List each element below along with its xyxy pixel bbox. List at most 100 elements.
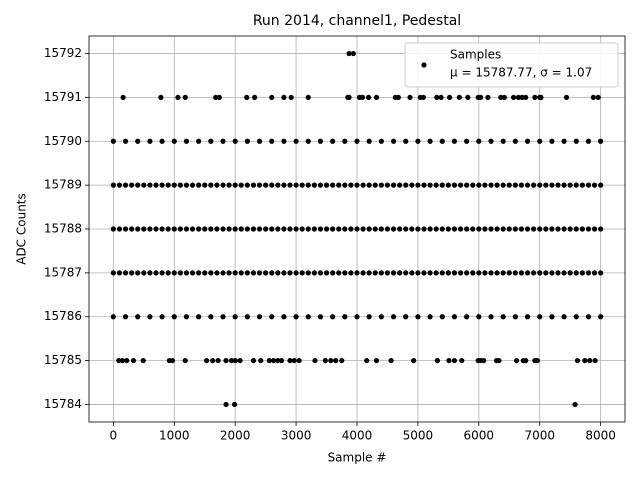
point — [482, 270, 488, 276]
point — [183, 138, 190, 144]
point — [512, 138, 518, 144]
point — [135, 226, 141, 232]
point — [293, 314, 299, 320]
y-axis-label: ADC Counts — [15, 193, 29, 265]
point — [311, 270, 317, 276]
point — [457, 270, 464, 276]
point — [457, 182, 464, 188]
point — [360, 270, 366, 276]
point — [427, 182, 433, 188]
point — [120, 94, 126, 101]
point — [537, 314, 543, 320]
point — [147, 138, 153, 144]
point — [275, 270, 281, 276]
point — [196, 138, 202, 144]
point — [122, 182, 129, 188]
point — [494, 270, 500, 276]
y-tick-label: 15785 — [44, 353, 82, 367]
point — [537, 138, 543, 144]
point — [573, 226, 579, 232]
point — [360, 182, 366, 188]
point — [378, 182, 384, 188]
point — [373, 94, 380, 101]
point — [220, 182, 226, 188]
point — [561, 314, 567, 320]
point — [476, 182, 482, 188]
point — [364, 357, 370, 364]
point — [342, 226, 348, 232]
point — [238, 270, 244, 276]
point — [202, 270, 208, 276]
point — [456, 94, 462, 101]
point — [110, 226, 116, 232]
x-tick-label: 1000 — [159, 429, 190, 443]
point — [451, 138, 458, 144]
point — [299, 226, 305, 232]
point — [231, 401, 238, 408]
point — [263, 270, 269, 276]
point — [476, 270, 482, 276]
point — [427, 138, 433, 144]
point — [427, 270, 433, 276]
point — [524, 226, 531, 232]
point — [116, 270, 123, 276]
point — [116, 226, 123, 232]
point — [591, 226, 598, 232]
point — [305, 314, 311, 320]
point — [135, 138, 141, 144]
point — [531, 182, 537, 188]
point — [488, 226, 494, 232]
point — [598, 138, 604, 144]
point — [372, 182, 378, 188]
point — [403, 182, 409, 188]
point — [342, 270, 348, 276]
point — [384, 182, 391, 188]
point — [291, 357, 297, 364]
point — [305, 226, 311, 232]
point — [465, 94, 471, 101]
point — [159, 226, 165, 232]
point — [488, 270, 494, 276]
point — [378, 314, 384, 320]
point — [281, 314, 287, 320]
point — [384, 226, 391, 232]
point — [232, 226, 238, 232]
point — [252, 94, 258, 101]
point — [330, 314, 336, 320]
point — [513, 357, 520, 364]
point — [409, 182, 415, 188]
point — [323, 182, 330, 188]
point — [434, 94, 440, 101]
point — [549, 226, 555, 232]
point — [196, 270, 202, 276]
point — [141, 226, 147, 232]
point — [158, 94, 164, 101]
point — [366, 270, 372, 276]
point — [573, 270, 579, 276]
point — [169, 357, 176, 364]
point — [585, 182, 592, 188]
point — [342, 138, 348, 144]
point — [330, 226, 336, 232]
point — [244, 182, 250, 188]
point — [339, 357, 345, 364]
point — [281, 138, 287, 144]
point — [573, 182, 579, 188]
point — [464, 182, 470, 188]
point — [409, 270, 415, 276]
point — [256, 314, 263, 320]
point — [388, 357, 394, 364]
x-tick-label: 6000 — [464, 429, 495, 443]
point — [579, 226, 585, 232]
point — [459, 357, 465, 364]
point — [595, 94, 601, 101]
point — [354, 226, 360, 232]
point — [488, 138, 494, 144]
point — [110, 182, 116, 188]
point — [567, 182, 573, 188]
point — [287, 357, 293, 364]
point — [524, 182, 531, 188]
point — [226, 182, 232, 188]
point — [390, 182, 397, 188]
point — [269, 270, 275, 276]
